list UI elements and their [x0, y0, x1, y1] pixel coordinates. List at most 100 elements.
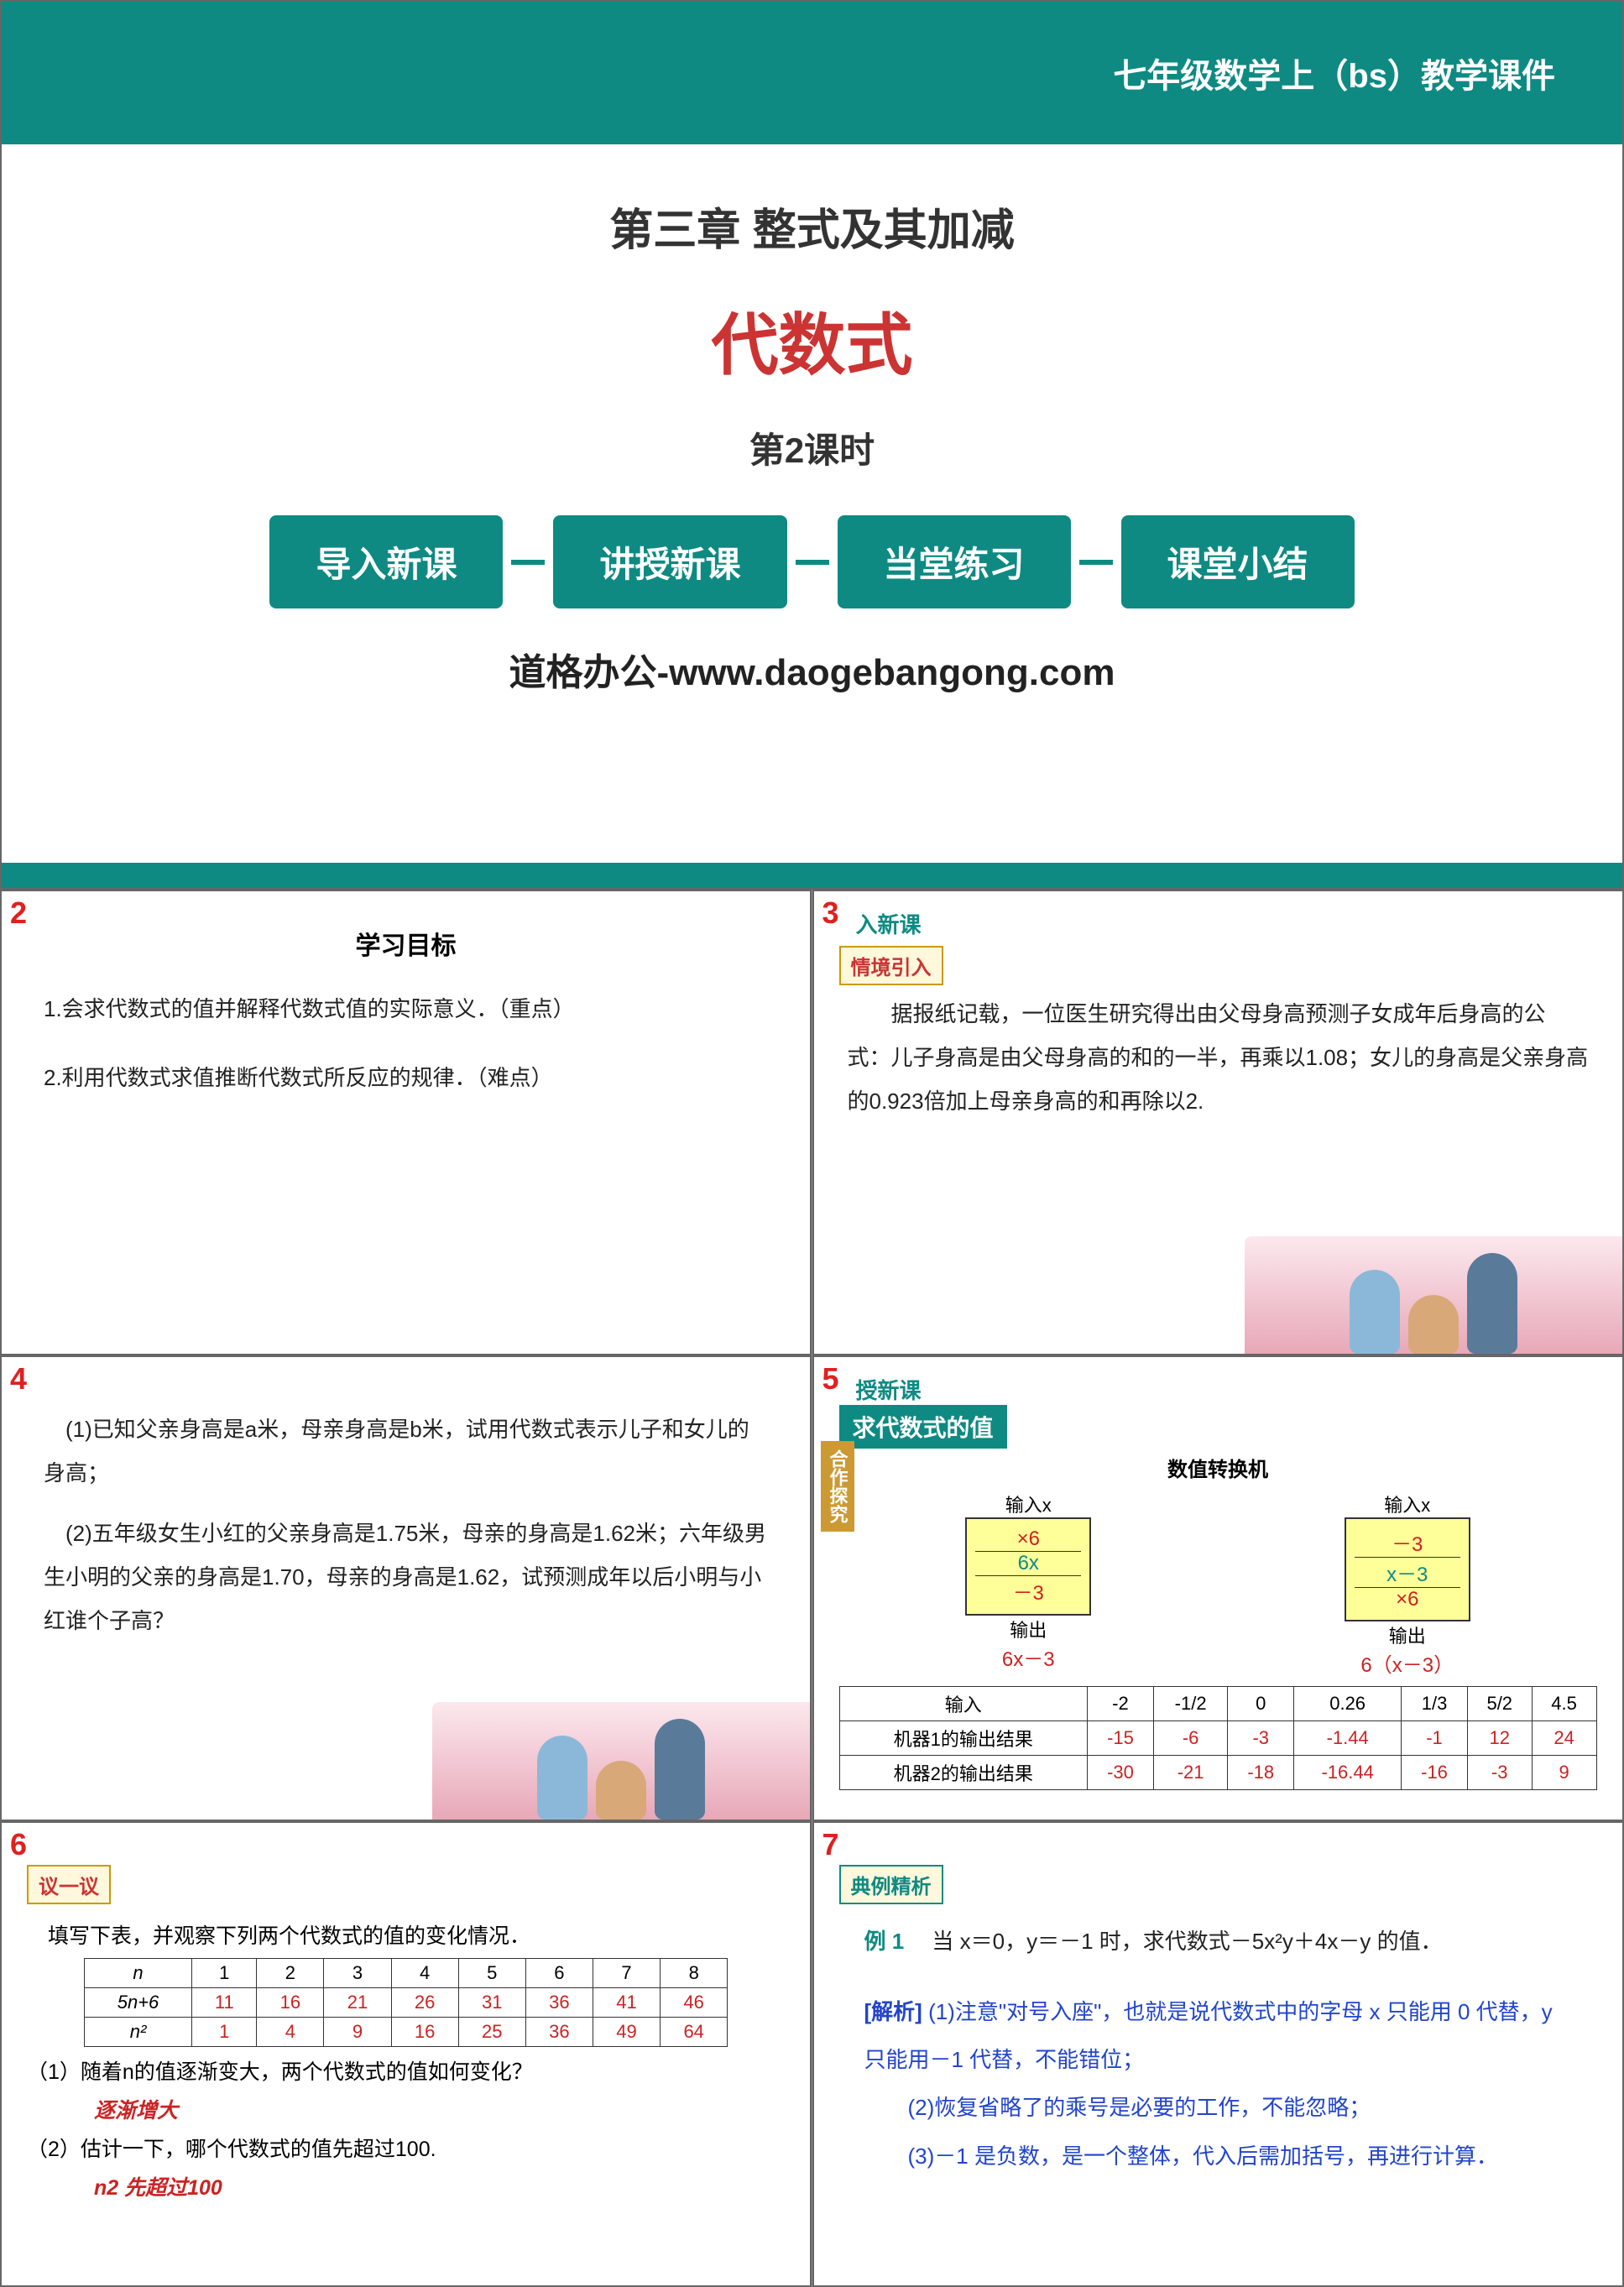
m1-output: 输出	[965, 1616, 1091, 1642]
tab-summary[interactable]: 课堂小结	[1121, 515, 1355, 608]
example-text: 例 1 当 x＝0，y＝－1 时，求代数式－5x²y＋4x－y 的值．	[864, 1919, 1572, 1963]
slide-number: 7	[822, 1827, 839, 1862]
main-title: 代数式	[2, 291, 1622, 389]
cell: -15	[1088, 1721, 1154, 1756]
tab-intro[interactable]: 导入新课	[269, 515, 503, 608]
th: 5	[458, 1959, 525, 1988]
title-slide: 七年级数学上（bs）教学课件 第三章 整式及其加减 代数式 第2课时 导入新课 …	[0, 0, 1624, 890]
th: 7	[593, 1959, 660, 1988]
th: 8	[661, 1959, 728, 1988]
table-row: 机器1的输出结果 -15 -6 -3 -1.44 -1 12 24	[839, 1721, 1596, 1756]
cell: 24	[1532, 1721, 1596, 1756]
th: 0.26	[1294, 1687, 1402, 1721]
discuss-tag: 议一议	[27, 1865, 111, 1904]
th: 2	[257, 1959, 324, 1988]
tab-practice[interactable]: 当堂练习	[838, 515, 1071, 608]
cell: -3	[1228, 1721, 1294, 1756]
cell: 16	[391, 2018, 458, 2047]
slide-number: 6	[10, 1827, 27, 1862]
cell: -16.44	[1294, 1756, 1402, 1790]
m2-input: 输入x	[1345, 1491, 1470, 1517]
machine-1: 输入x ×6 6x －3 输出 6x－3	[965, 1491, 1091, 1678]
cell: -16	[1402, 1756, 1468, 1790]
row-label: n²	[84, 2018, 192, 2047]
th: 6	[525, 1959, 593, 1988]
answer-1: 逐渐增大	[27, 2094, 785, 2124]
context-text: 据报纸记载，一位医生研究得出由父母身高预测子女成年后身高的公式：儿子身高是由父母…	[839, 992, 1597, 1123]
objective-2: 2.利用代数式求值推断代数式所反应的规律．（难点）	[44, 1056, 768, 1099]
slide-body: (1)已知父亲身高是a米，母亲身高是b米，试用代数式表示儿子和女儿的身高； (2…	[27, 1399, 785, 1651]
th: 5/2	[1467, 1687, 1532, 1721]
cell: -18	[1228, 1756, 1294, 1790]
cell: 36	[525, 1988, 593, 2018]
analysis-label: [解析]	[864, 1999, 922, 2024]
lesson-subtitle: 第2课时	[2, 422, 1622, 473]
family-illustration	[1245, 1236, 1622, 1354]
slide-body: 1.会求代数式的值并解释代数式值的实际意义．（重点） 2.利用代数式求值推断代数…	[27, 979, 785, 1108]
m1-box: ×6 6x －3	[965, 1517, 1091, 1616]
cell: 36	[525, 2018, 593, 2047]
slide-2: 2 学习目标 1.会求代数式的值并解释代数式值的实际意义．（重点） 2.利用代数…	[0, 890, 812, 1355]
cell: 46	[661, 1988, 728, 2018]
cell: 16	[257, 1988, 324, 2018]
slide-number: 2	[10, 895, 27, 931]
cell: -30	[1088, 1756, 1154, 1790]
cell: -1.44	[1294, 1721, 1402, 1756]
m1-op1: ×6	[975, 1527, 1081, 1551]
title-content: 第三章 整式及其加减 代数式 第2课时 导入新课 讲授新课 当堂练习 课堂小结 …	[2, 144, 1622, 721]
question-1: （1）随着n的值逐渐变大，两个代数式的值如何变化？	[27, 2055, 785, 2086]
cell: 9	[1532, 1756, 1596, 1790]
cell: 21	[324, 1988, 391, 2018]
table-row: n² 1 4 9 16 25 36 49 64	[84, 2018, 728, 2047]
th: 0	[1228, 1687, 1294, 1721]
machine-table: 输入 -2 -1/2 0 0.26 1/3 5/2 4.5 机器1的输出结果 -…	[839, 1686, 1597, 1790]
m2-mid: x－3	[1355, 1557, 1460, 1588]
cell: 11	[192, 1988, 257, 2018]
topic-bar: 求代数式的值	[839, 1405, 1007, 1449]
chapter-title: 第三章 整式及其加减	[2, 195, 1622, 258]
machine-2: 输入x －3 x－3 ×6 输出 6（x－3）	[1345, 1491, 1470, 1678]
th: n	[84, 1959, 192, 1988]
tab-connector	[796, 560, 829, 565]
slide-5: 5 授新课 求代数式的值 合作探究 数值转换机 输入x ×6 6x －3 输出 …	[812, 1355, 1624, 1821]
objective-1: 1.会求代数式的值并解释代数式值的实际意义．（重点）	[44, 987, 768, 1031]
th: 1	[192, 1959, 257, 1988]
m2-op1: －3	[1355, 1527, 1460, 1557]
nav-tabs: 导入新课 讲授新课 当堂练习 课堂小结	[2, 515, 1622, 608]
slide-3: 3 入新课 情境引入 据报纸记载，一位医生研究得出由父母身高预测子女成年后身高的…	[812, 890, 1624, 1355]
machines-row: 输入x ×6 6x －3 输出 6x－3 输入x －3 x－3 ×6	[839, 1491, 1597, 1678]
cell: 41	[593, 1988, 660, 2018]
cell: 31	[458, 1988, 525, 2018]
slide-6: 6 议一议 填写下表，并观察下列两个代数式的值的变化情况． n 1 2 3 4 …	[0, 1821, 812, 2287]
section-header: 授新课	[856, 1374, 1597, 1405]
th: 3	[324, 1959, 391, 1988]
cell: -1	[1402, 1721, 1468, 1756]
table-header-row: n 1 2 3 4 5 6 7 8	[84, 1959, 728, 1988]
analysis-block: [解析] (1)注意"对号入座"，也就是说代数式中的字母 x 只能用 0 代替，…	[864, 1988, 1572, 2180]
cell: -6	[1153, 1721, 1228, 1756]
th: 输入	[839, 1687, 1088, 1721]
coop-tag: 合作探究	[821, 1441, 854, 1532]
row-label: 机器1的输出结果	[839, 1721, 1088, 1756]
example-label: 例 1	[864, 1929, 905, 1954]
cell: 9	[324, 2018, 391, 2047]
cell: 1	[192, 2018, 257, 2047]
slide-number: 3	[822, 895, 839, 931]
answer-2: n2 先超过100	[27, 2171, 785, 2201]
table-row: 5n+6 11 16 21 26 31 36 41 46	[84, 1988, 728, 2018]
question-2: (2)五年级女生小红的父亲身高是1.75米，母亲的身高是1.62米；六年级男生小…	[44, 1512, 768, 1642]
th: 4.5	[1532, 1687, 1596, 1721]
slide-number: 5	[822, 1361, 839, 1397]
cell: 4	[257, 2018, 324, 2047]
slide-4: 4 (1)已知父亲身高是a米，母亲身高是b米，试用代数式表示儿子和女儿的身高； …	[0, 1355, 812, 1821]
tab-connector	[1079, 560, 1113, 565]
machine-title: 数值转换机	[839, 1453, 1597, 1482]
bottom-bar	[2, 863, 1622, 888]
analysis-2: (2)恢复省略了的乘号是必要的工作，不能忽略；	[864, 2084, 1572, 2132]
tab-teach[interactable]: 讲授新课	[553, 515, 786, 608]
m2-box: －3 x－3 ×6	[1345, 1517, 1470, 1621]
cell: 12	[1467, 1721, 1532, 1756]
question-1: (1)已知父亲身高是a米，母亲身高是b米，试用代数式表示儿子和女儿的身高；	[44, 1407, 768, 1495]
family-illustration	[432, 1702, 810, 1820]
th: 4	[391, 1959, 458, 1988]
